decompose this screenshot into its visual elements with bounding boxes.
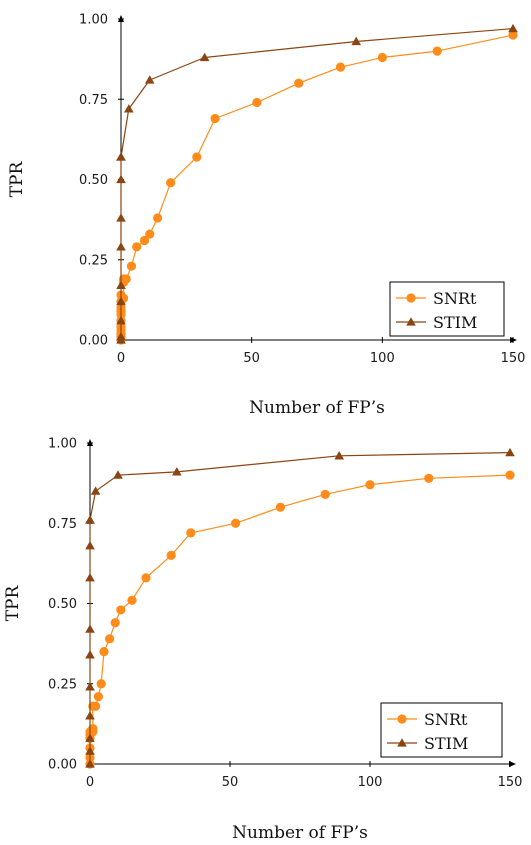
data-point-stim bbox=[124, 104, 134, 113]
data-point-stim bbox=[172, 467, 182, 476]
data-point-snrt bbox=[335, 62, 346, 72]
data-point-stim bbox=[334, 451, 344, 460]
data-point-stim bbox=[85, 733, 95, 742]
data-point-snrt bbox=[116, 605, 126, 615]
y-tick-label: 1.00 bbox=[79, 13, 108, 28]
data-point-stim bbox=[90, 486, 101, 495]
data-point-snrt bbox=[152, 213, 163, 223]
legend-label-stim: STIM bbox=[424, 734, 468, 753]
data-point-stim bbox=[113, 470, 123, 479]
data-point-stim bbox=[144, 75, 155, 84]
data-point-snrt bbox=[166, 550, 176, 560]
data-point-stim bbox=[85, 573, 95, 582]
legend-marker-snrt bbox=[406, 293, 416, 303]
data-point-snrt bbox=[252, 97, 262, 108]
y-tick-label: 0.50 bbox=[48, 597, 77, 612]
data-point-snrt bbox=[505, 470, 515, 480]
data-point-stim bbox=[85, 624, 95, 633]
x-tick-label: 150 bbox=[501, 351, 526, 366]
data-point-snrt bbox=[508, 30, 518, 40]
data-point-snrt bbox=[365, 480, 375, 490]
y-tick-label: 0.75 bbox=[48, 517, 77, 532]
data-point-stim bbox=[116, 213, 126, 222]
data-point-stim bbox=[116, 152, 126, 161]
legend-box bbox=[380, 702, 503, 758]
data-point-snrt bbox=[110, 618, 120, 628]
data-point-snrt bbox=[127, 595, 137, 605]
data-point-snrt bbox=[139, 235, 150, 246]
data-point-stim bbox=[85, 682, 95, 691]
data-point-stim bbox=[85, 759, 95, 768]
x-axis-arrow bbox=[509, 761, 516, 767]
data-point-snrt bbox=[96, 679, 106, 689]
legend-label-stim: STIM bbox=[433, 313, 477, 332]
data-point-snrt bbox=[132, 242, 142, 252]
y-tick-label: 1.00 bbox=[48, 437, 77, 452]
x-axis-title: Number of FP’s bbox=[232, 823, 368, 843]
x-tick-label: 0 bbox=[117, 351, 125, 366]
x-tick-label: 100 bbox=[370, 351, 395, 366]
data-point-snrt bbox=[320, 489, 330, 499]
data-point-snrt bbox=[432, 46, 442, 56]
x-tick-label: 100 bbox=[358, 775, 383, 790]
data-point-snrt bbox=[93, 691, 103, 702]
data-point-snrt bbox=[99, 647, 109, 657]
legend-marker-stim bbox=[406, 317, 416, 326]
legend-label-snrt: SNRt bbox=[433, 289, 477, 308]
legend-label-snrt: SNRt bbox=[424, 710, 468, 729]
data-point-snrt bbox=[105, 634, 115, 644]
data-point-stim bbox=[199, 52, 210, 62]
x-axis-title: Number of FP’s bbox=[249, 398, 385, 418]
data-point-snrt bbox=[231, 518, 241, 528]
data-point-snrt bbox=[145, 229, 155, 239]
data-point-snrt bbox=[210, 113, 220, 124]
x-tick-label: 50 bbox=[243, 351, 260, 366]
data-point-stim bbox=[116, 280, 126, 290]
data-point-stim bbox=[116, 315, 126, 325]
data-point-snrt bbox=[126, 261, 137, 271]
data-point-stim bbox=[85, 650, 95, 659]
y-tick-label: 0.25 bbox=[48, 677, 77, 692]
y-tick-label: 0.00 bbox=[79, 334, 108, 349]
y-axis-title: TPR bbox=[3, 585, 23, 622]
legend-marker-stim bbox=[397, 738, 407, 747]
y-tick-label: 0.25 bbox=[79, 253, 108, 268]
data-point-stim bbox=[85, 540, 95, 550]
x-tick-label: 50 bbox=[222, 775, 239, 790]
data-point-snrt bbox=[91, 701, 101, 711]
legend-box bbox=[389, 281, 505, 337]
data-point-stim bbox=[116, 296, 126, 306]
chart-top: 0 50 100 150 0.00 0.25 0.50 0.75 1.00 Number of F… bbox=[7, 13, 525, 419]
x-tick-label: 0 bbox=[86, 775, 94, 790]
y-tick-label: 0.00 bbox=[48, 758, 77, 773]
data-point-snrt bbox=[141, 573, 151, 583]
legend-marker-snrt bbox=[397, 714, 407, 724]
data-point-stim bbox=[85, 515, 95, 524]
data-point-snrt bbox=[121, 274, 131, 284]
data-point-stim bbox=[351, 36, 361, 46]
data-point-stim bbox=[116, 242, 126, 251]
chart-bottom: 0 50 100 150 0.00 0.25 0.50 0.75 1.00 Number of F… bbox=[3, 437, 522, 844]
data-point-snrt bbox=[186, 528, 196, 538]
data-point-snrt bbox=[377, 52, 387, 63]
y-axis-title: TPR bbox=[7, 161, 27, 198]
data-point-snrt bbox=[166, 178, 176, 188]
x-tick-label: 150 bbox=[498, 775, 523, 790]
data-point-stim bbox=[116, 174, 126, 184]
data-point-stim bbox=[85, 746, 95, 755]
data-point-stim bbox=[116, 331, 126, 341]
data-point-stim bbox=[85, 711, 95, 720]
data-point-snrt bbox=[275, 502, 285, 512]
y-tick-label: 0.75 bbox=[79, 93, 108, 108]
data-point-stim bbox=[508, 23, 518, 33]
y-tick-label: 0.50 bbox=[79, 173, 108, 188]
data-point-snrt bbox=[294, 78, 304, 88]
data-point-stim bbox=[505, 447, 515, 457]
data-point-snrt bbox=[192, 152, 202, 162]
data-point-snrt bbox=[424, 473, 434, 483]
